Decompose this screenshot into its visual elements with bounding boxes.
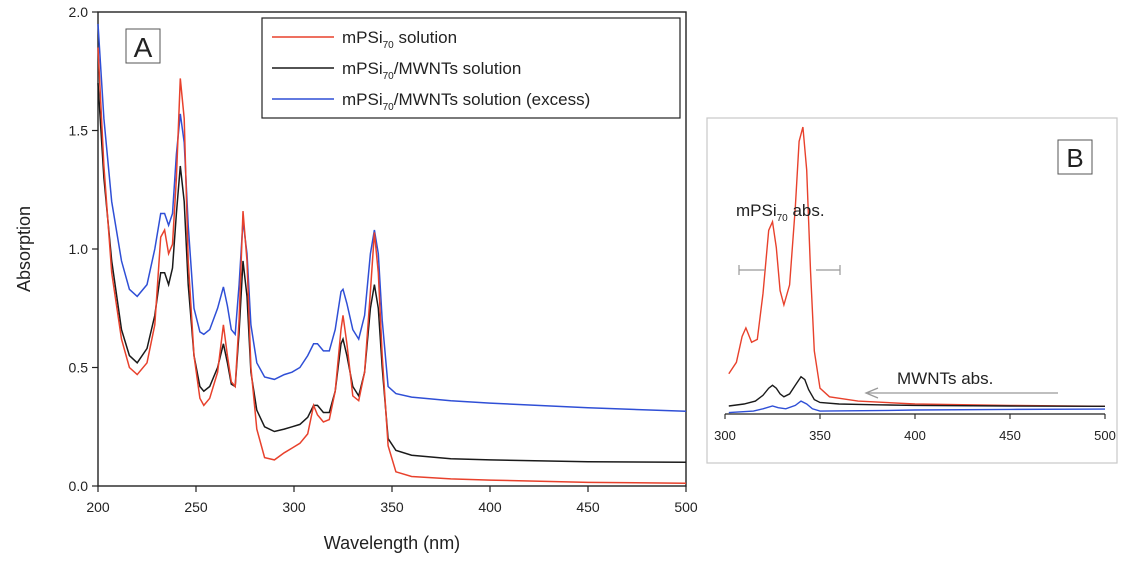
x-tick-label: 400 bbox=[904, 428, 926, 443]
series-line-excess bbox=[97, 23, 687, 413]
legend-label-suffix: /MWNTs solution bbox=[394, 59, 522, 78]
legend-label: mPSi70 solution bbox=[342, 28, 457, 51]
legend-label-sub: 70 bbox=[383, 40, 395, 51]
annotation-mpsi70-abs: mPSi70 abs. bbox=[736, 201, 825, 224]
panel-a-series bbox=[97, 23, 687, 484]
series-line-mpsi70 bbox=[728, 126, 1106, 407]
legend-label: mPSi70/MWNTs solution bbox=[342, 59, 521, 82]
x-tick-label: 500 bbox=[1094, 428, 1116, 443]
panel-b-x-tick-labels: 300 350 400 450 500 bbox=[714, 428, 1116, 443]
legend-label-suffix: /MWNTs solution (excess) bbox=[394, 90, 590, 109]
series-line-mpsi70 bbox=[97, 47, 687, 484]
legend-label-sub: 70 bbox=[383, 71, 395, 82]
y-tick-label: 1.5 bbox=[69, 123, 89, 139]
legend-entry: mPSi70 solution bbox=[272, 28, 457, 51]
panel-b: 300 350 400 450 500 B mPSi70 abs. MWNTs … bbox=[706, 117, 1118, 464]
x-tick-label: 450 bbox=[999, 428, 1021, 443]
annotation-suffix: abs. bbox=[788, 201, 825, 220]
legend-label-prefix: mPSi bbox=[342, 59, 383, 78]
panel-a-label: A bbox=[134, 32, 153, 63]
x-tick-label: 400 bbox=[478, 499, 502, 515]
panel-b-x-tick-marks bbox=[724, 414, 1106, 419]
series-line-excess bbox=[728, 400, 1106, 414]
x-tick-label: 300 bbox=[714, 428, 736, 443]
series-line-mwnts bbox=[97, 83, 687, 464]
legend-label-suffix: solution bbox=[394, 28, 457, 47]
y-tick-label: 2.0 bbox=[69, 4, 89, 20]
x-tick-label: 500 bbox=[674, 499, 698, 515]
panel-b-label: B bbox=[1066, 143, 1083, 173]
panel-b-label-box bbox=[1057, 139, 1093, 175]
annotation-sub: 70 bbox=[777, 213, 789, 224]
legend-label: mPSi70/MWNTs solution (excess) bbox=[342, 90, 590, 113]
y-tick-label: 1.0 bbox=[69, 241, 89, 257]
x-tick-label: 350 bbox=[380, 499, 404, 515]
x-tick-label: 200 bbox=[86, 499, 110, 515]
x-tick-label: 300 bbox=[282, 499, 306, 515]
legend-entry: mPSi70/MWNTs solution (excess) bbox=[272, 90, 590, 113]
x-axis-title: Wavelength (nm) bbox=[324, 533, 460, 553]
panel-b-outer-frame bbox=[706, 117, 1118, 464]
x-tick-label: 450 bbox=[576, 499, 600, 515]
annotation-range-bracket bbox=[738, 265, 841, 275]
annotation-prefix: mPSi bbox=[736, 201, 777, 220]
panel-a-x-tick-marks bbox=[97, 486, 687, 492]
panel-b-series bbox=[728, 126, 1106, 414]
panel-a-y-tick-labels: 0.0 0.5 1.0 1.5 2.0 bbox=[69, 4, 89, 494]
series-line-mwnts bbox=[728, 375, 1106, 407]
y-tick-label: 0.0 bbox=[69, 478, 89, 494]
panel-a-label-box bbox=[125, 28, 161, 64]
y-axis-title: Absorption bbox=[14, 206, 34, 292]
annotation-mwnts-abs: MWNTs abs. bbox=[897, 369, 993, 388]
arrow-head bbox=[864, 387, 879, 399]
y-tick-label: 0.5 bbox=[69, 360, 89, 376]
x-tick-label: 250 bbox=[184, 499, 208, 515]
legend-entry: mPSi70/MWNTs solution bbox=[272, 59, 521, 82]
legend-label-prefix: mPSi bbox=[342, 90, 383, 109]
panel-a: 0.0 0.5 1.0 1.5 2.0 200 250 300 350 400 … bbox=[14, 4, 698, 553]
legend: mPSi70 solution mPSi70/MWNTs solution mP… bbox=[261, 17, 681, 119]
panel-a-y-tick-marks bbox=[92, 11, 98, 487]
annotation-arrow bbox=[864, 387, 1058, 399]
x-tick-label: 350 bbox=[809, 428, 831, 443]
legend-label-sub: 70 bbox=[383, 102, 395, 113]
legend-label-prefix: mPSi bbox=[342, 28, 383, 47]
panel-a-x-tick-labels: 200 250 300 350 400 450 500 bbox=[86, 499, 698, 515]
